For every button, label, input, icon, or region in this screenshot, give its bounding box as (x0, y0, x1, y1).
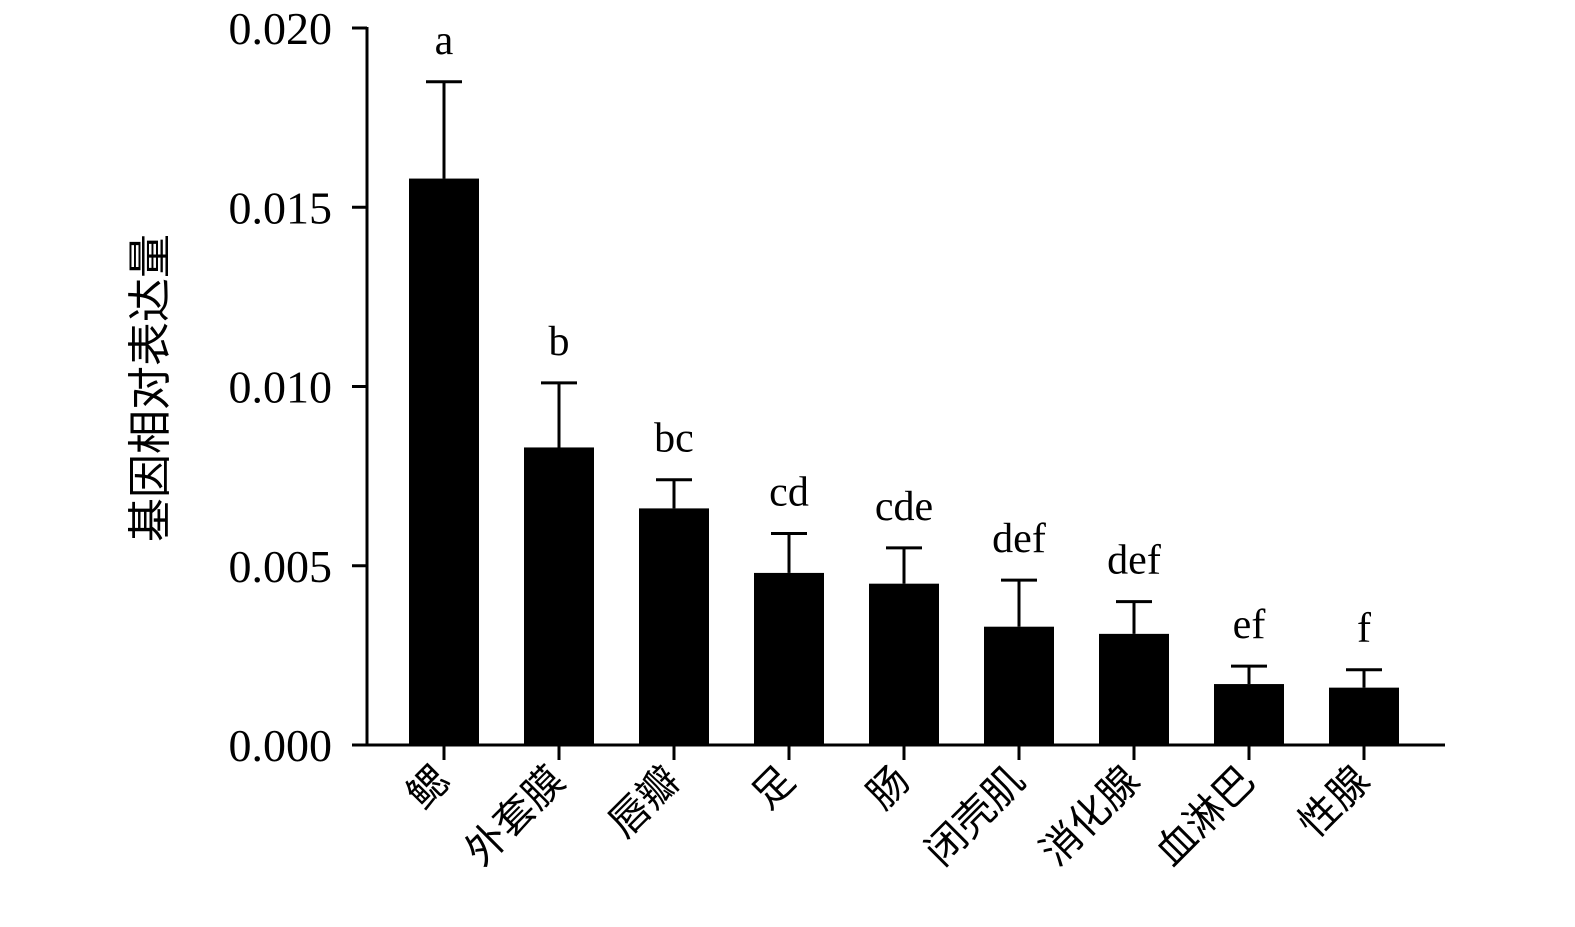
x-tick-label: 鳃 (398, 758, 458, 818)
x-tick-label: 闭壳肌 (917, 758, 1034, 875)
bar (1099, 633, 1169, 745)
x-tick-label: 唇瓣 (600, 758, 688, 846)
bar (409, 178, 479, 745)
x-tick-label: 性腺 (1290, 758, 1378, 846)
y-tick-label: 0.015 (229, 182, 333, 233)
bar (1329, 687, 1399, 745)
y-tick-label: 0.020 (229, 3, 333, 54)
significance-label: def (992, 516, 1046, 562)
significance-label: cde (875, 484, 933, 530)
significance-labels: a b bc cd cde def def ef f (435, 18, 1371, 652)
significance-label: f (1357, 606, 1371, 652)
significance-label: a (435, 18, 454, 64)
significance-label: b (549, 319, 570, 365)
y-tick-label: 0.010 (229, 362, 333, 413)
significance-label: def (1107, 538, 1161, 584)
bar (984, 626, 1054, 745)
bar (1214, 684, 1284, 745)
x-tick-label: 肠 (858, 758, 918, 818)
y-axis: 0.000 0.005 0.010 0.015 0.020 (229, 3, 369, 771)
x-tick-label: 消化腺 (1032, 758, 1149, 875)
x-axis (367, 743, 1445, 760)
x-tick-label: 血淋巴 (1147, 758, 1264, 875)
bars (409, 178, 1399, 745)
bar (869, 583, 939, 745)
error-bars (426, 80, 1382, 688)
y-axis-label: 基因相对表达量 (126, 234, 175, 542)
y-tick-label: 0.005 (229, 541, 333, 592)
category-labels: 鳃外套膜 唇瓣足肠闭壳肌消化腺血淋巴 性腺 (398, 758, 1378, 875)
x-tick-label: 足 (743, 758, 803, 818)
bar (524, 447, 594, 745)
significance-label: ef (1233, 602, 1266, 648)
y-tick-label: 0.000 (229, 720, 333, 771)
significance-label: cd (769, 469, 809, 515)
significance-label: bc (654, 416, 694, 462)
bar (639, 508, 709, 745)
bar (754, 572, 824, 745)
x-tick-label: 外套膜 (457, 758, 574, 875)
